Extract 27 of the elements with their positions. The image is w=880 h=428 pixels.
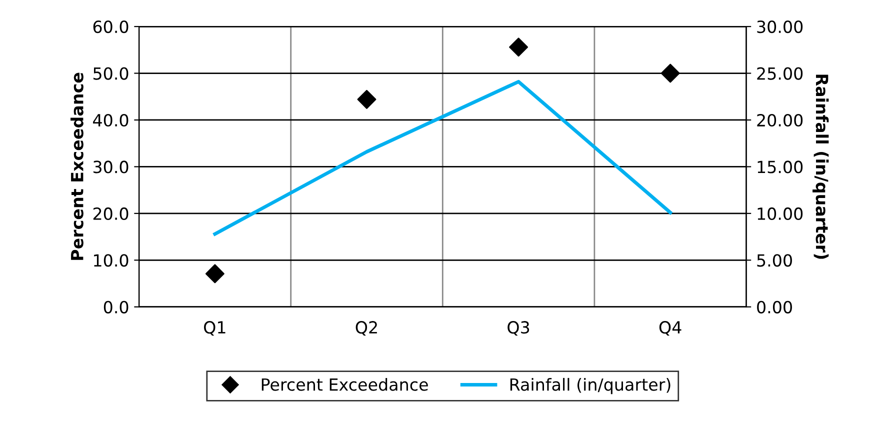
line-series: [213, 80, 672, 236]
legend-label: Percent Exceedance: [262, 378, 428, 391]
point: [660, 64, 680, 83]
y-tick-label: 50.0: [93, 67, 128, 80]
point: [509, 38, 528, 57]
y-tick-label: 60.0: [93, 20, 128, 34]
x-tick-label: Q1: [204, 321, 226, 336]
y2-tick-label: 0.00: [757, 300, 792, 314]
y-tick-label: 30.0: [93, 160, 128, 174]
y2-tick-label: 30.00: [757, 20, 803, 34]
point: [357, 90, 376, 109]
y2-tick-label: 20.00: [757, 114, 803, 127]
y-tick-label: 0.0: [104, 300, 128, 314]
x-tick-label: Q3: [508, 321, 530, 336]
y2-tick-label: 15.00: [758, 160, 803, 174]
y-tick-label: 10.0: [94, 254, 128, 267]
x-tick-label: Q2: [356, 321, 377, 336]
y-tick-label: 40.0: [93, 114, 128, 127]
x-tick-label: Q4: [659, 321, 682, 336]
y2-tick-label: 5.00: [757, 254, 792, 267]
y2-tick-label: 10.00: [758, 207, 803, 220]
y2-tick-label: 25.00: [757, 67, 803, 80]
point: [205, 264, 224, 284]
y2-axis-title: Rainfall (in/quarter): [812, 74, 829, 259]
y-tick-label: 20.0: [93, 207, 128, 220]
y-axis-title: Percent Exceedance: [70, 72, 84, 260]
legend-label: Rainfall (in/quarter): [510, 378, 670, 394]
